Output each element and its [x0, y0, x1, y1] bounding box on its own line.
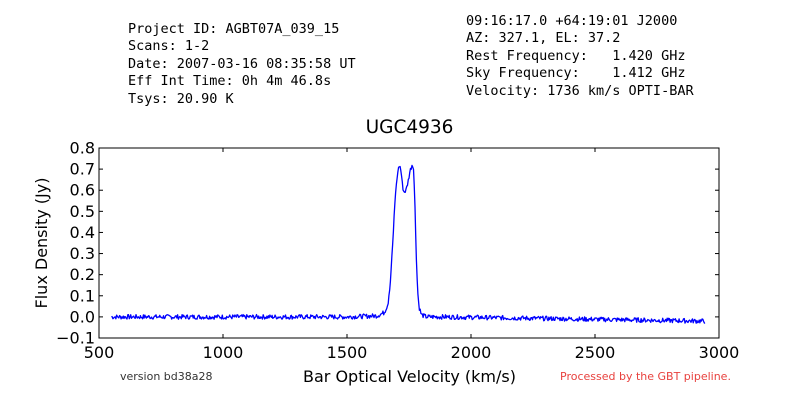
sky-frequency-line: Sky Frequency: 1.412 GHz: [466, 65, 686, 82]
x-tick-label: 2000: [451, 343, 492, 362]
y-tick-label: 0.1: [70, 286, 95, 305]
y-tick-label: 0.7: [70, 160, 95, 179]
coordinates-line: 09:16:17.0 +64:19:01 J2000: [466, 13, 678, 29]
x-tick-label: 3000: [699, 343, 740, 362]
axis-tick-labels: 500 1000 1500 2000 2500 3000 −0.1 0.0 0.1 0.2 0.3 0…: [56, 139, 739, 363]
scans-line: Scans: 1-2: [128, 38, 210, 55]
y-tick-label: 0.5: [70, 202, 95, 221]
y-tick-label: 0.4: [70, 223, 95, 242]
observation-info-left: Project ID: AGBT07A_039_15 Scans: 1-2 Da…: [128, 21, 356, 108]
y-tick-label: 0.6: [70, 181, 95, 200]
version-note: version bd38a28: [120, 370, 213, 383]
rest-frequency-line: Rest Frequency: 1.420 GHz: [466, 47, 686, 64]
az-el-line: AZ: 327.1, EL: 37.2: [466, 30, 621, 47]
x-tick-label: 500: [84, 343, 115, 362]
chart-title: UGC4936: [366, 117, 454, 138]
y-axis-title: Flux Density (Jy): [32, 178, 51, 309]
project-id-line: Project ID: AGBT07A_039_15: [128, 21, 340, 37]
spectrum-series-line: [111, 164, 706, 324]
velocity-line: Velocity: 1736 km/s OPTI-BAR: [466, 82, 694, 99]
y-tick-label: −0.1: [56, 329, 95, 348]
x-tick-label: 2500: [575, 343, 616, 362]
pipeline-note: Processed by the GBT pipeline.: [560, 370, 731, 383]
y-tick-label: 0.0: [70, 307, 95, 326]
x-tick-label: 1500: [327, 343, 368, 362]
tsys-line: Tsys: 20.90 K: [128, 90, 234, 107]
plot-frame: [98, 147, 720, 339]
observation-info-right: 09:16:17.0 +64:19:01 J2000 AZ: 327.1, EL…: [466, 13, 694, 100]
x-axis-title: Bar Optical Velocity (km/s): [303, 367, 516, 386]
y-tick-label: 0.8: [70, 139, 95, 158]
integration-time-line: Eff Int Time: 0h 4m 46.8s: [128, 73, 332, 90]
x-tick-label: 1000: [203, 343, 244, 362]
date-line: Date: 2007-03-16 08:35:58 UT: [128, 55, 356, 72]
y-tick-label: 0.2: [70, 265, 95, 284]
y-tick-label: 0.3: [70, 244, 95, 263]
